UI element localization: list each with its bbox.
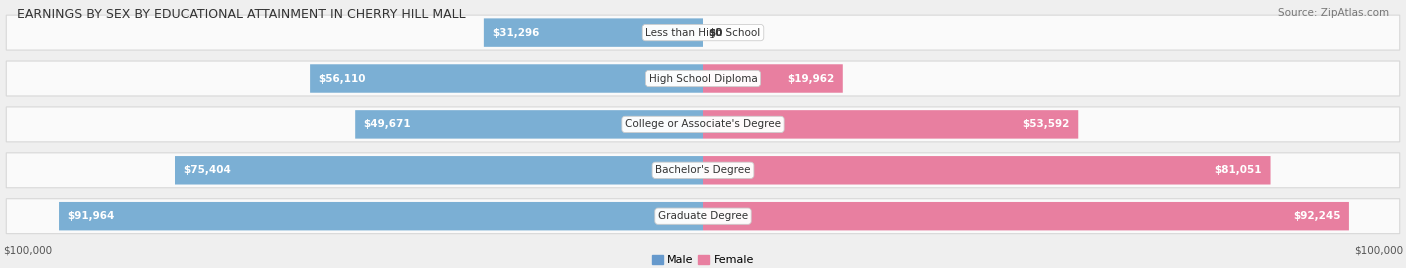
Text: Bachelor's Degree: Bachelor's Degree [655,165,751,175]
Text: Graduate Degree: Graduate Degree [658,211,748,221]
Text: $91,964: $91,964 [67,211,115,221]
Text: $81,051: $81,051 [1215,165,1263,175]
FancyBboxPatch shape [703,64,842,93]
FancyBboxPatch shape [6,153,1400,188]
Text: $31,296: $31,296 [492,28,540,38]
FancyBboxPatch shape [59,202,703,230]
FancyBboxPatch shape [356,110,703,139]
Text: $49,671: $49,671 [364,120,411,129]
Text: Less than High School: Less than High School [645,28,761,38]
FancyBboxPatch shape [6,15,1400,50]
Text: $75,404: $75,404 [183,165,231,175]
FancyBboxPatch shape [703,202,1348,230]
Text: High School Diploma: High School Diploma [648,73,758,84]
Legend: Male, Female: Male, Female [647,251,759,268]
Text: $100,000: $100,000 [3,245,52,255]
Text: $19,962: $19,962 [787,73,834,84]
Text: $92,245: $92,245 [1294,211,1340,221]
FancyBboxPatch shape [6,199,1400,234]
Text: EARNINGS BY SEX BY EDUCATIONAL ATTAINMENT IN CHERRY HILL MALL: EARNINGS BY SEX BY EDUCATIONAL ATTAINMEN… [17,8,465,21]
FancyBboxPatch shape [703,156,1271,184]
FancyBboxPatch shape [484,18,703,47]
Text: Source: ZipAtlas.com: Source: ZipAtlas.com [1278,8,1389,18]
FancyBboxPatch shape [6,61,1400,96]
FancyBboxPatch shape [311,64,703,93]
Text: College or Associate's Degree: College or Associate's Degree [626,120,780,129]
Text: $56,110: $56,110 [319,73,366,84]
FancyBboxPatch shape [6,107,1400,142]
Text: $100,000: $100,000 [1354,245,1403,255]
Text: $0: $0 [709,28,723,38]
Text: $53,592: $53,592 [1022,120,1070,129]
FancyBboxPatch shape [703,110,1078,139]
FancyBboxPatch shape [174,156,703,184]
